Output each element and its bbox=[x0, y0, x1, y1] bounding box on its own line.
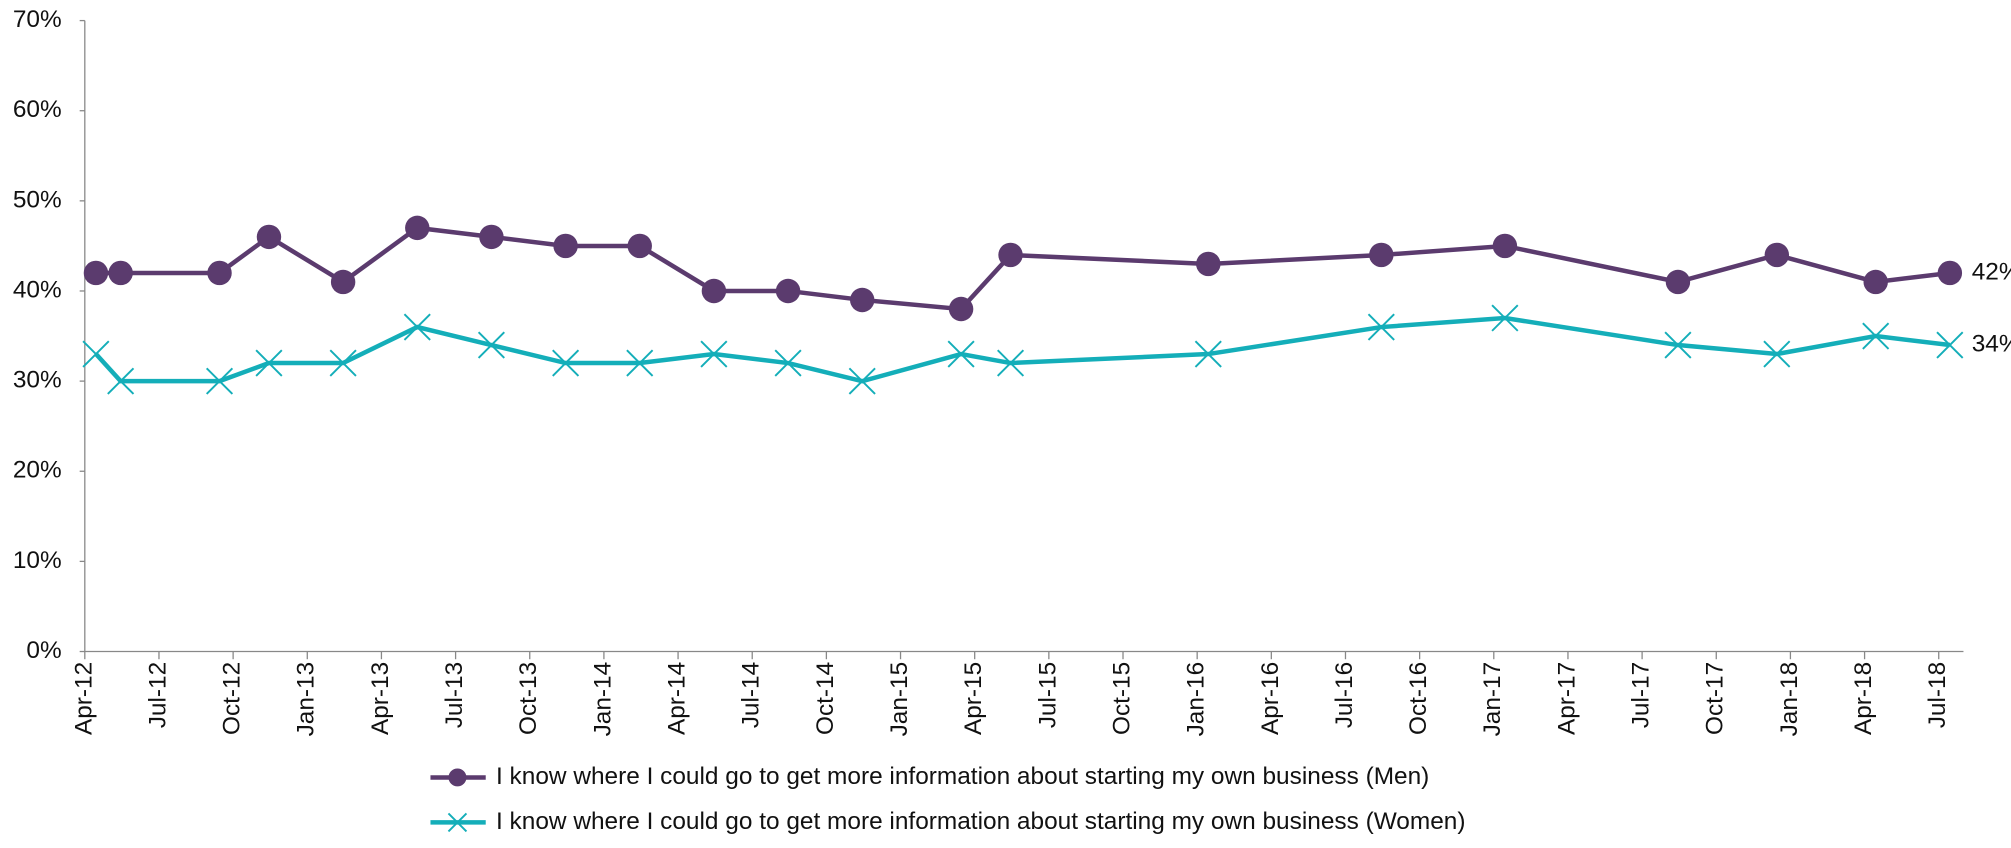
x-tick-label: Oct-15 bbox=[1108, 662, 1135, 735]
point bbox=[948, 296, 974, 322]
y-tick-label: 30% bbox=[13, 367, 62, 394]
point bbox=[479, 224, 504, 250]
point bbox=[552, 349, 580, 377]
point bbox=[1763, 340, 1791, 368]
point bbox=[1664, 331, 1692, 359]
y-tick-label: 10% bbox=[13, 547, 62, 574]
point bbox=[774, 349, 802, 377]
y-tick-label: 50% bbox=[13, 186, 62, 213]
point bbox=[1863, 269, 1888, 295]
point bbox=[1665, 269, 1691, 295]
point bbox=[405, 215, 430, 241]
point bbox=[848, 367, 876, 395]
x-tick-label: Jan-15 bbox=[886, 662, 913, 737]
point bbox=[626, 349, 654, 377]
point bbox=[1196, 251, 1221, 277]
point bbox=[1764, 242, 1790, 268]
point bbox=[107, 367, 135, 395]
x-tick-label: Jul-14 bbox=[738, 662, 765, 728]
x-tick-label: Jan-14 bbox=[589, 662, 616, 737]
x-tick-label: Jul-12 bbox=[144, 662, 171, 728]
point bbox=[83, 260, 109, 286]
x-tick-label: Oct-14 bbox=[812, 662, 839, 735]
point bbox=[477, 331, 505, 359]
x-tick-label: Jul-15 bbox=[1034, 662, 1061, 728]
legend-label: I know where I could go to get more info… bbox=[496, 763, 1429, 790]
series-line bbox=[95, 225, 1951, 312]
x-tick-label: Jan-16 bbox=[1183, 662, 1210, 737]
point bbox=[1862, 322, 1890, 350]
x-tick-label: Apr-16 bbox=[1257, 662, 1284, 735]
x-tick-label: Jul-17 bbox=[1628, 662, 1655, 728]
point bbox=[850, 287, 875, 313]
point bbox=[1492, 233, 1518, 259]
point bbox=[553, 233, 578, 259]
legend-marker bbox=[448, 768, 467, 787]
x-tick-label: Oct-12 bbox=[219, 662, 246, 735]
x-tick-label: Oct-17 bbox=[1702, 662, 1729, 735]
x-tick-label: Apr-15 bbox=[960, 662, 987, 735]
y-tick-label: 0% bbox=[26, 637, 61, 664]
point bbox=[403, 313, 431, 341]
legend-label: I know where I could go to get more info… bbox=[496, 808, 1465, 835]
point bbox=[997, 349, 1025, 377]
point bbox=[329, 349, 357, 377]
legend-marker bbox=[447, 812, 468, 833]
data-label: 34% bbox=[1972, 331, 2011, 358]
x-tick-label: Jul-18 bbox=[1924, 662, 1951, 728]
x-tick-label: Jul-16 bbox=[1331, 662, 1358, 728]
point bbox=[82, 340, 110, 368]
point bbox=[627, 233, 652, 259]
x-tick-label: Apr-18 bbox=[1850, 662, 1877, 735]
x-tick-label: Jan-17 bbox=[1479, 662, 1506, 737]
point bbox=[1369, 242, 1394, 268]
point bbox=[998, 242, 1023, 268]
point bbox=[1491, 304, 1519, 332]
point bbox=[256, 224, 282, 250]
x-tick-label: Jan-18 bbox=[1776, 662, 1803, 737]
point bbox=[1194, 340, 1222, 368]
point bbox=[205, 367, 234, 395]
point bbox=[255, 349, 283, 377]
point bbox=[775, 278, 801, 304]
y-tick-label: 60% bbox=[13, 96, 62, 123]
x-tick-label: Jul-13 bbox=[441, 662, 468, 728]
point bbox=[207, 260, 232, 286]
y-tick-label: 20% bbox=[13, 457, 62, 484]
series-line bbox=[94, 315, 1951, 384]
x-tick-label: Apr-14 bbox=[664, 662, 691, 735]
x-tick-label: Apr-13 bbox=[367, 662, 394, 735]
data-label: 42% bbox=[1972, 258, 2011, 285]
point bbox=[947, 340, 975, 368]
point bbox=[701, 278, 727, 304]
point bbox=[330, 269, 356, 295]
x-tick-label: Apr-17 bbox=[1553, 662, 1580, 735]
x-tick-label: Apr-12 bbox=[70, 662, 97, 735]
x-tick-label: Oct-16 bbox=[1405, 662, 1432, 735]
x-tick-label: Jan-13 bbox=[293, 662, 320, 737]
point bbox=[108, 260, 133, 286]
y-tick-label: 40% bbox=[13, 276, 62, 303]
point bbox=[1936, 331, 1964, 359]
point bbox=[700, 340, 728, 368]
x-tick-label: Oct-13 bbox=[515, 662, 542, 735]
y-tick-label: 70% bbox=[13, 6, 62, 33]
point bbox=[1367, 313, 1395, 341]
point bbox=[1937, 260, 1963, 286]
